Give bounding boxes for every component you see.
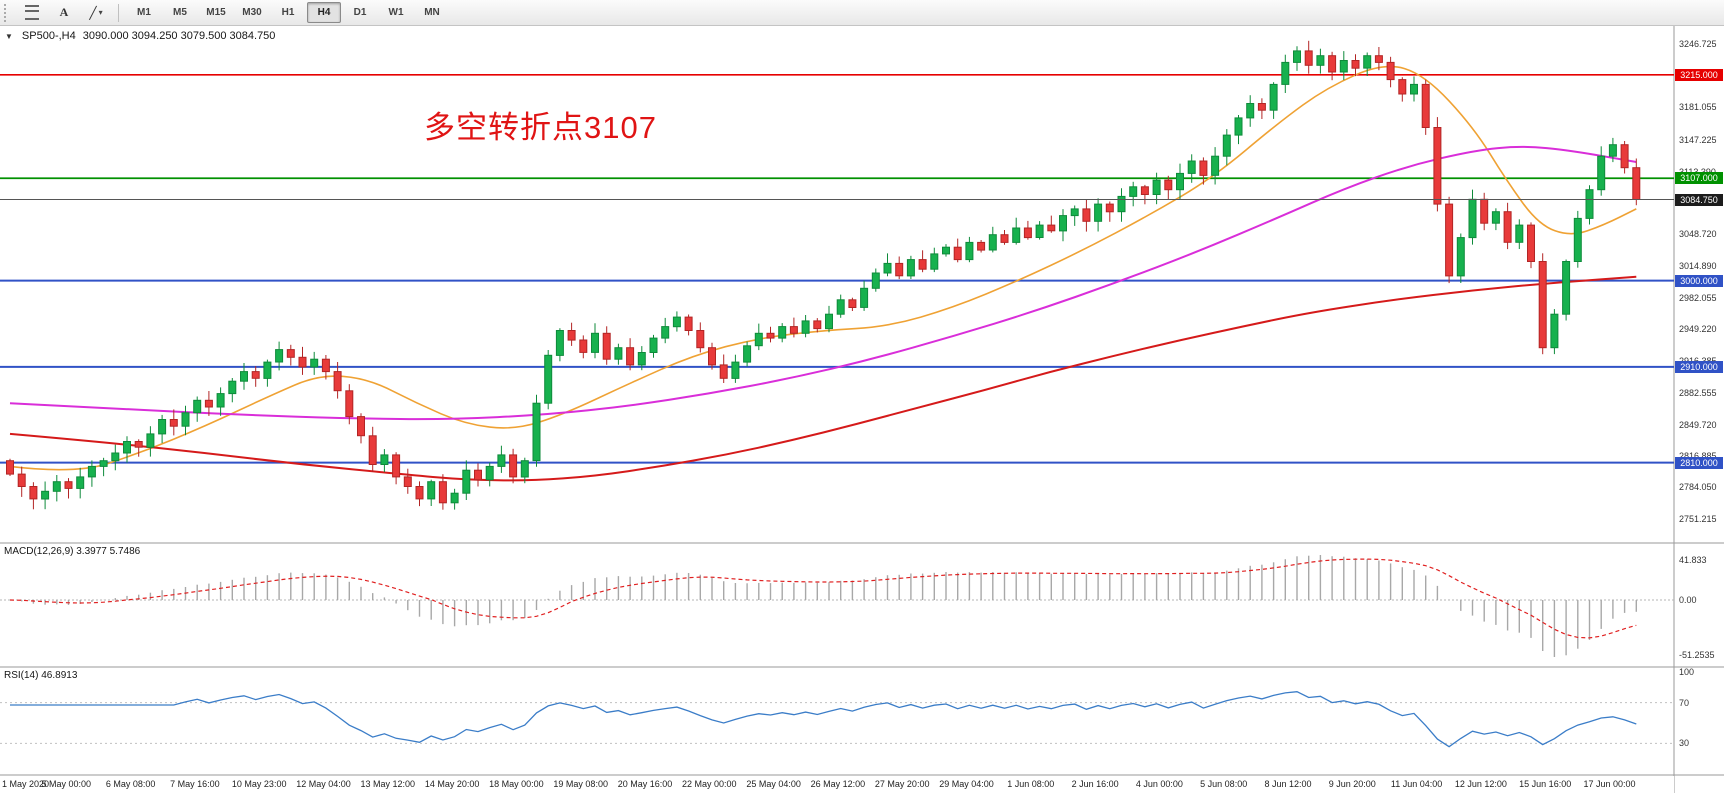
time-label: 6 May 08:00 [105, 779, 156, 789]
time-label: 7 May 16:00 [170, 779, 220, 789]
hline-price-label: 3000.000 [1675, 274, 1723, 287]
timeframe-button-h4[interactable]: H4 [307, 2, 341, 23]
rsi-label: RSI(14) 46.8913 [4, 670, 78, 681]
ma-slow-red [9, 275, 1637, 482]
time-label: 18 May 00:00 [489, 779, 544, 789]
hline-price-label: 3107.000 [1675, 172, 1723, 185]
time-label: 9 Jun 20:00 [1328, 779, 1376, 789]
timeframe-button-m1[interactable]: M1 [137, 7, 151, 18]
time-label: 19 May 08:00 [553, 779, 608, 789]
ma-mid-magenta [9, 145, 1637, 421]
time-axis[interactable]: 1 May 2020 5 May 00:00 6 May 08:00 7 May 16… [0, 776, 1674, 793]
time-label: 22 May 00:00 [682, 779, 737, 789]
price-tick: 3048.720 [1679, 229, 1717, 240]
time-label: 26 May 12:00 [810, 779, 866, 789]
toolbar-separator [118, 3, 119, 22]
chevron-down-icon: ▾ [98, 8, 103, 17]
time-label: 13 May 12:00 [360, 779, 416, 789]
price-tick: 3147.225 [1679, 134, 1717, 145]
rsi-axis-label: 30 [1679, 738, 1690, 749]
time-label: 12 Jun 12:00 [1454, 779, 1507, 789]
time-label: 14 May 20:00 [424, 779, 480, 789]
charts-menu-button[interactable] [17, 2, 47, 24]
expand-arrow-icon: ▼ [5, 32, 13, 41]
hline-price-label: 2810.000 [1675, 456, 1723, 469]
timeframe-button-w1[interactable]: W1 [388, 7, 404, 18]
time-label: 11 Jun 04:00 [1390, 779, 1443, 789]
toolbar-grip[interactable] [4, 3, 11, 22]
hline-price-label: 3215.000 [1675, 68, 1723, 81]
time-label: 1 May 2020 [2, 779, 50, 789]
time-label: 25 May 04:00 [746, 779, 801, 789]
time-label: 5 May 00:00 [41, 779, 92, 789]
time-label: 29 May 04:00 [939, 779, 994, 789]
time-label: 10 May 23:00 [231, 779, 287, 789]
macd-axis-label: -51.2535 [1679, 650, 1715, 660]
macd-indicator-header: MACD(12,26,9) 3.3977 5.7486 [4, 546, 140, 557]
chart-text-annotation: 多空转折点3107 [424, 110, 657, 145]
time-label: 20 May 16:00 [617, 779, 673, 789]
price-tick: 2816.885 [1679, 451, 1717, 461]
time-label: 8 Jun 12:00 [1264, 779, 1312, 789]
macd-axis-label: 0.00 [1679, 595, 1697, 605]
text-tool-button[interactable]: A [49, 2, 79, 24]
time-label: 5 Jun 08:00 [1200, 779, 1248, 789]
macd-axis-label: 41.833 [1679, 555, 1707, 565]
price-tick: 3246.725 [1679, 39, 1717, 50]
time-label: 27 May 20:00 [874, 779, 930, 789]
text-tool-label: A [59, 5, 69, 19]
line-studies-button[interactable]: ╱ ▾ [81, 2, 111, 24]
timeframe-button-m15[interactable]: M15 [206, 7, 226, 18]
price-tick: 2849.720 [1679, 419, 1717, 430]
price-axis[interactable]: 3246.725 3181.055 3147.225 3113.390 3048.720… [1674, 26, 1724, 793]
timeframe-group: M1 M5 M15 M30 H1 H4 D1 W1 MN [126, 2, 450, 23]
price-tick: 2882.555 [1679, 388, 1717, 399]
timeframe-button-mn[interactable]: MN [424, 7, 440, 18]
ohlc-values: 3090.000 3094.250 3079.500 3084.750 [82, 30, 276, 42]
price-tick: 2784.050 [1679, 482, 1717, 493]
symbol-period-label: SP500-,H4 [21, 30, 76, 42]
timeframe-button-h1[interactable]: H1 [281, 7, 295, 18]
price-tick: 2916.385 [1679, 356, 1717, 366]
time-label: 2 Jun 16:00 [1071, 779, 1119, 789]
time-label: 12 May 04:00 [296, 779, 351, 789]
timeframe-button-d1[interactable]: D1 [353, 7, 367, 18]
current-price-label: 3084.750 [1675, 193, 1723, 206]
time-label: 1 Jun 08:00 [1007, 779, 1055, 789]
timeframe-button-m5[interactable]: M5 [173, 7, 187, 18]
price-tick: 3014.890 [1679, 261, 1717, 272]
price-tick: 2982.055 [1679, 292, 1717, 303]
rsi-axis-label: 70 [1679, 697, 1690, 708]
time-label: 4 Jun 00:00 [1135, 779, 1183, 789]
time-label: 15 Jun 16:00 [1519, 779, 1572, 789]
timeframe-button-m30[interactable]: M30 [242, 7, 262, 18]
trendline-icon: ╱ [89, 5, 97, 20]
price-tick: 3181.055 [1679, 102, 1717, 113]
ma-fast-orange [9, 65, 1637, 471]
time-label: 17 Jun 00:00 [1583, 779, 1636, 789]
macd-label: MACD(12,26,9) 3.3977 5.7486 [4, 546, 141, 557]
toolbar: A ╱ ▾ M1 M5 M15 M30 H1 H4 D1 W1 MN [0, 0, 1724, 26]
rsi-indicator-header: RSI(14) 46.8913 [4, 670, 77, 681]
price-tick: 2949.220 [1679, 324, 1717, 335]
rsi-axis-label: 100 [1679, 667, 1695, 677]
price-tick: 3113.390 [1679, 167, 1716, 177]
menu-icon [25, 5, 39, 20]
hline-price-label: 2910.000 [1675, 360, 1723, 373]
chart-ohlc-header: ▼ SP500-,H4 3090.000 3094.250 3079.500 3… [5, 30, 275, 42]
price-tick: 2751.215 [1679, 513, 1717, 524]
